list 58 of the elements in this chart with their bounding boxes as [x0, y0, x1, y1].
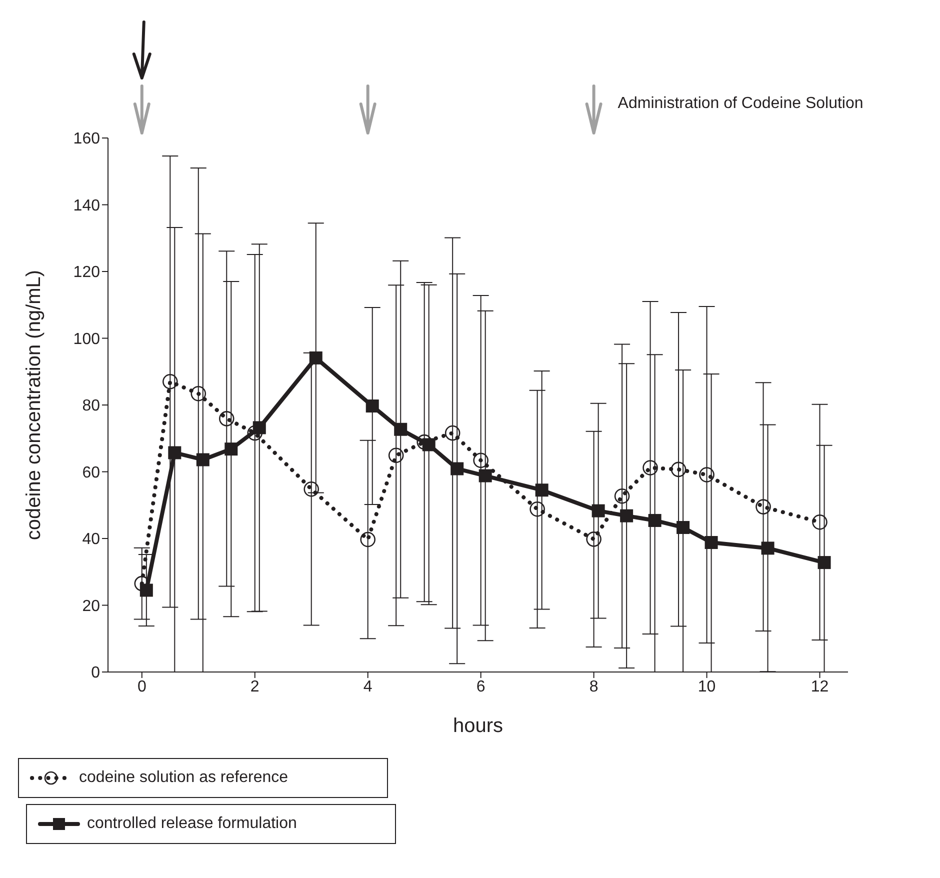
point — [676, 520, 690, 534]
point — [648, 514, 662, 527]
x-tick-label: 0 — [137, 678, 146, 696]
point — [704, 536, 718, 550]
point — [422, 438, 436, 452]
point — [394, 422, 408, 436]
y-tick-label: 160 — [73, 130, 100, 148]
point — [450, 462, 464, 476]
legend-label: controlled release formulation — [87, 815, 297, 833]
x-axis-title: hours — [452, 715, 504, 737]
point — [535, 484, 548, 497]
point — [416, 434, 432, 450]
point — [168, 446, 182, 460]
point — [592, 504, 605, 518]
point — [818, 556, 831, 570]
y-tick-label: 40 — [82, 531, 100, 548]
legend-label: codeine solution as reference — [79, 769, 288, 787]
point — [756, 499, 771, 514]
point — [642, 460, 658, 476]
point — [366, 400, 379, 412]
x-tick-label: 8 — [589, 678, 598, 696]
point — [614, 488, 630, 504]
point — [530, 501, 545, 517]
point — [304, 481, 320, 497]
x-tick-label: 12 — [810, 678, 829, 696]
point — [761, 542, 774, 555]
y-tick-label: 100 — [73, 330, 100, 348]
y-tick-label: 80 — [82, 398, 100, 415]
y-tick-label: 0 — [91, 664, 100, 682]
point — [196, 453, 210, 466]
point — [699, 467, 714, 482]
y-axis-title: codeine concentration (ng/mL) — [23, 270, 46, 540]
point — [309, 351, 322, 364]
y-tick-label: 60 — [82, 464, 100, 482]
point — [247, 425, 263, 441]
x-tick-label: 4 — [363, 678, 372, 696]
point — [224, 442, 238, 456]
point — [586, 532, 602, 547]
point — [670, 462, 686, 478]
point — [478, 469, 492, 482]
point — [190, 386, 206, 402]
x-tick-label: 2 — [250, 678, 260, 696]
point — [162, 374, 178, 390]
point — [444, 425, 460, 441]
point — [620, 509, 634, 522]
y-tick-label: 120 — [73, 264, 100, 282]
point — [388, 448, 404, 464]
point — [360, 532, 376, 548]
x-tick-label: 10 — [698, 678, 716, 696]
point — [252, 421, 266, 434]
text: Administration of Codeine Solution — [618, 95, 864, 112]
point — [473, 452, 488, 468]
y-tick-label: 20 — [82, 598, 100, 615]
x-tick-label: 6 — [476, 678, 486, 696]
point — [812, 514, 828, 530]
point — [218, 411, 234, 426]
point — [140, 584, 153, 597]
y-tick-label: 140 — [73, 197, 100, 214]
